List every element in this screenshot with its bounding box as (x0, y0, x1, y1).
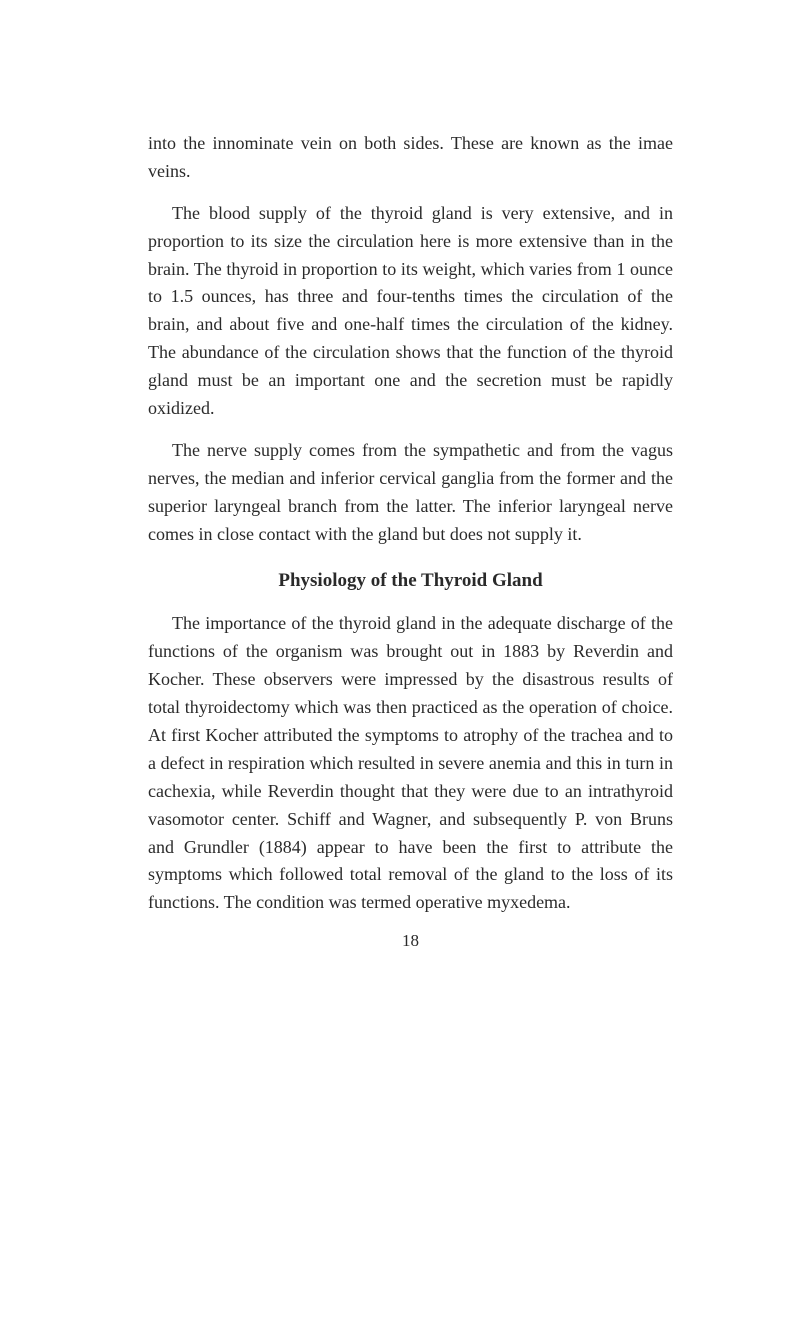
page-content: into the innominate vein on both sides. … (0, 0, 801, 1011)
paragraph-1: into the innominate vein on both sides. … (148, 130, 673, 186)
page-number: 18 (148, 931, 673, 951)
paragraph-2: The blood supply of the thyroid gland is… (148, 200, 673, 423)
paragraph-4: The importance of the thyroid gland in t… (148, 610, 673, 917)
section-heading: Physiology of the Thyroid Gland (148, 570, 673, 592)
paragraph-3: The nerve supply comes from the sympathe… (148, 437, 673, 549)
